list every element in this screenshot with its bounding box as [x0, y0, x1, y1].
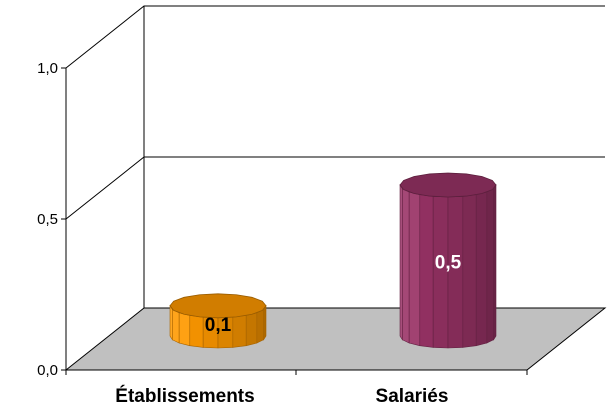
- gridlines: [65, 5, 605, 308]
- bar-facet: [475, 191, 488, 347]
- bar-facet: [408, 191, 421, 347]
- bar-facet: [399, 183, 403, 341]
- bar-facet: [263, 304, 267, 341]
- category-labels: Établissements Salariés: [115, 385, 448, 407]
- bar: [169, 293, 267, 349]
- bar-facet: [232, 315, 247, 348]
- gridline: [65, 156, 605, 220]
- gridline: [65, 5, 605, 69]
- y-tick-labels: 0,0 0,5 1,0: [37, 60, 58, 379]
- y-tick-label: 1,0: [37, 60, 58, 77]
- y-tick-label: 0,0: [37, 362, 58, 379]
- bar-data-label: 0,1: [205, 315, 232, 336]
- bar-top: [169, 293, 267, 319]
- chart-floor: [64, 307, 607, 371]
- x-tick-label: Établissements: [115, 385, 254, 407]
- bar-facet: [402, 188, 410, 344]
- bar-data-label: 0,5: [435, 253, 462, 274]
- value-axis: [61, 67, 528, 375]
- bars: 0,1 0,5: [169, 172, 497, 349]
- x-tick-label: Salariés: [376, 386, 449, 407]
- bar-top: [399, 172, 497, 198]
- bar-facet: [178, 312, 191, 347]
- bar-facet: [419, 194, 434, 348]
- bar-facet: [189, 315, 204, 348]
- y-tick-label: 0,5: [37, 211, 58, 228]
- bar-facet: [493, 183, 497, 341]
- bar-facet: [486, 188, 494, 344]
- bar-facet: [462, 194, 477, 348]
- bar-facet: [169, 304, 173, 341]
- bar-facet: [172, 309, 180, 344]
- bar: [399, 172, 497, 349]
- bar-facet: [256, 309, 264, 344]
- bar-facet: [245, 312, 258, 347]
